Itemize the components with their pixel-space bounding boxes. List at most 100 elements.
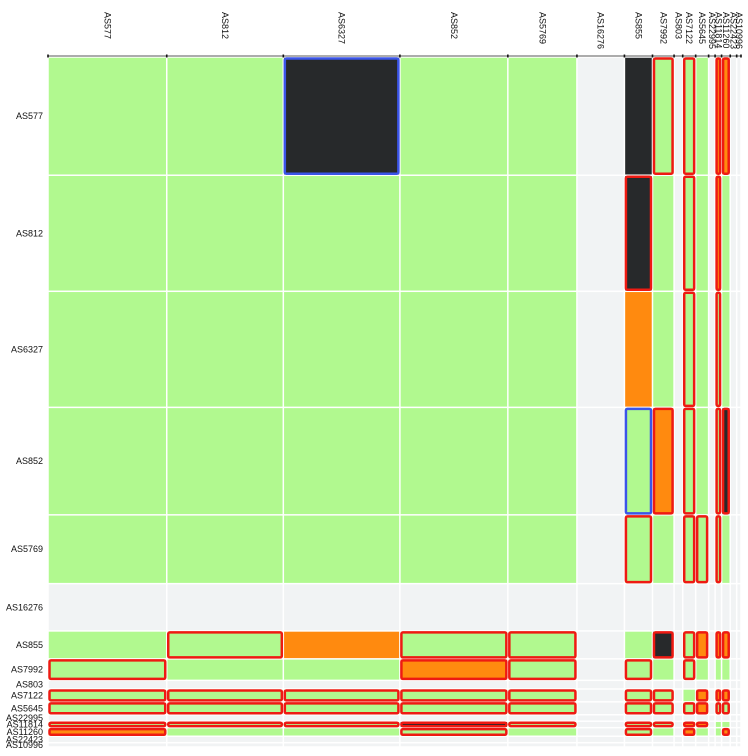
- row-label: AS803: [16, 680, 43, 690]
- matrix-cell: [674, 737, 682, 742]
- matrix-cell: [715, 292, 721, 407]
- matrix-cell: [284, 728, 400, 736]
- column-label: AS5645: [697, 12, 707, 44]
- matrix-cell: [696, 659, 708, 680]
- matrix-cell: [284, 715, 400, 721]
- matrix-cell: [722, 408, 730, 515]
- matrix-cell-outline: [715, 689, 722, 702]
- matrix-cell: [722, 584, 730, 631]
- matrix-cell: [625, 631, 652, 659]
- matrix-cell-outline: [48, 727, 167, 737]
- matrix-cell: [284, 702, 400, 715]
- column-label: AS22423: [728, 12, 738, 49]
- matrix-cell: [683, 659, 695, 680]
- axis-tick: [399, 54, 401, 58]
- matrix-cell: [508, 292, 577, 407]
- matrix-cell-outline: [682, 407, 696, 515]
- matrix-cell: [737, 408, 741, 515]
- axis-tick: [707, 54, 710, 58]
- matrix-cell: [709, 515, 715, 583]
- matrix-cell: [284, 408, 400, 515]
- matrix-cell: [508, 631, 577, 659]
- matrix-cell: [715, 408, 721, 515]
- row-label: AS7122: [11, 690, 43, 700]
- matrix-cell: [577, 584, 624, 631]
- matrix-cell: [508, 737, 577, 742]
- matrix-cell: [400, 659, 508, 680]
- matrix-cell: [683, 584, 695, 631]
- matrix-cell: [674, 721, 682, 727]
- matrix-cell: [674, 408, 682, 515]
- matrix-cell: [696, 175, 708, 291]
- matrix-cell: [696, 743, 708, 747]
- matrix-cell: [625, 175, 652, 291]
- matrix-cell: [674, 292, 682, 407]
- matrix-cell: [48, 702, 166, 715]
- axis-tick: [735, 54, 738, 58]
- matrix-cell: [696, 715, 708, 721]
- matrix-cell-outline: [283, 702, 400, 715]
- matrix-cell: [674, 631, 682, 659]
- matrix-cell-outline: [721, 689, 730, 702]
- matrix-cell: [653, 408, 674, 515]
- column-label: AS11814: [713, 12, 723, 48]
- row-label: AS10996: [6, 740, 43, 750]
- matrix-cell: [715, 584, 721, 631]
- matrix-cell: [715, 175, 721, 291]
- matrix-cell-outline: [682, 175, 696, 292]
- matrix-cell-outline: [695, 515, 709, 584]
- matrix-top-axis: [47, 54, 742, 58]
- matrix-cell: [737, 584, 741, 631]
- matrix-cell: [696, 721, 708, 727]
- matrix-cell-outline: [624, 702, 653, 715]
- matrix-cell: [284, 743, 400, 747]
- matrix-cell: [625, 702, 652, 715]
- matrix-cell: [48, 584, 166, 631]
- matrix-cell: [577, 515, 624, 583]
- matrix-cell: [696, 408, 708, 515]
- matrix-cell: [400, 743, 508, 747]
- matrix-cell: [400, 715, 508, 721]
- matrix-cell: [625, 584, 652, 631]
- matrix-cell: [577, 737, 624, 742]
- matrix-cell: [674, 743, 682, 747]
- matrix-cell: [167, 715, 283, 721]
- matrix-cell: [715, 689, 721, 702]
- matrix-cell-outline: [400, 659, 508, 681]
- matrix-cell-outline: [652, 689, 674, 702]
- matrix-cell: [722, 659, 730, 680]
- column-label: AS6327: [337, 12, 347, 44]
- matrix-cell: [284, 689, 400, 702]
- matrix-cell: [674, 659, 682, 680]
- matrix-cell: [625, 292, 652, 407]
- matrix-cell: [577, 659, 624, 680]
- matrix-cell: [400, 292, 508, 407]
- row-label: AS16276: [6, 602, 43, 612]
- row-label: AS11260: [7, 727, 43, 737]
- matrix-cell-outline: [624, 515, 653, 584]
- matrix-cell: [167, 681, 283, 689]
- matrix-cell: [577, 728, 624, 736]
- matrix-cell: [167, 728, 283, 736]
- matrix-cell: [625, 689, 652, 702]
- matrix-cell: [508, 659, 577, 680]
- matrix-cell-outline: [400, 727, 508, 737]
- matrix-cell-outline: [682, 291, 696, 408]
- matrix-cell: [400, 728, 508, 736]
- matrix-cell: [653, 721, 674, 727]
- matrix-cell-outlines: [48, 57, 730, 737]
- matrix-cell-outline: [400, 721, 508, 728]
- matrix-cell: [715, 659, 721, 680]
- matrix-cell: [709, 689, 715, 702]
- matrix-cell-outline: [624, 175, 653, 292]
- matrix-cell: [674, 702, 682, 715]
- matrix-cell: [400, 57, 508, 175]
- matrix-cell: [400, 737, 508, 742]
- axis-tick: [681, 54, 684, 58]
- matrix-cell: [167, 702, 283, 715]
- axis-tick: [720, 54, 723, 58]
- matrix-cell: [577, 292, 624, 407]
- matrix-cell: [508, 715, 577, 721]
- matrix-cell: [683, 175, 695, 291]
